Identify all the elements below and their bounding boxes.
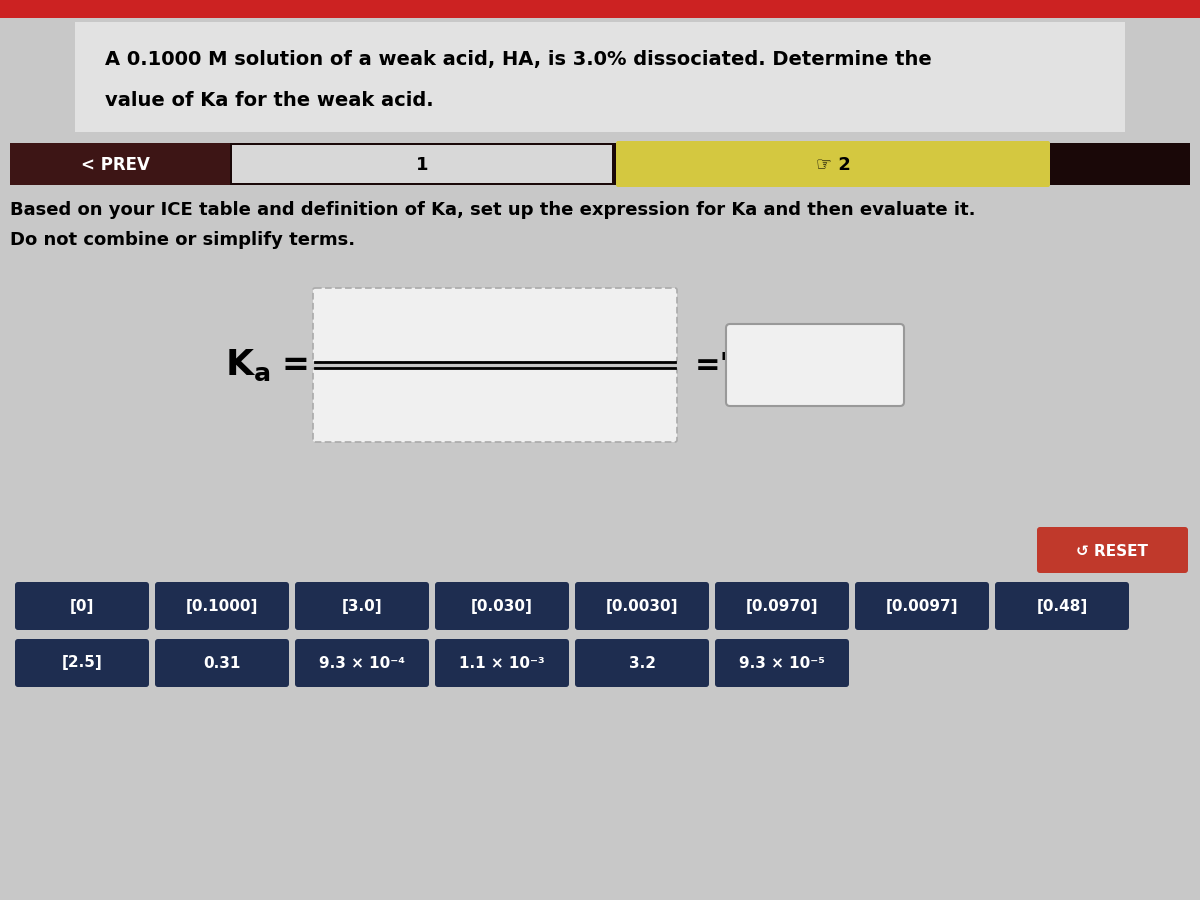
FancyBboxPatch shape bbox=[14, 639, 149, 687]
FancyBboxPatch shape bbox=[10, 143, 1190, 185]
Text: $\mathbf{K_a}$: $\mathbf{K_a}$ bbox=[224, 347, 270, 382]
Text: value of Ka for the weak acid.: value of Ka for the weak acid. bbox=[106, 91, 433, 110]
Text: [2.5]: [2.5] bbox=[61, 655, 102, 670]
FancyBboxPatch shape bbox=[616, 141, 1050, 187]
Text: 9.3 × 10⁻⁵: 9.3 × 10⁻⁵ bbox=[739, 655, 826, 670]
FancyBboxPatch shape bbox=[436, 639, 569, 687]
FancyBboxPatch shape bbox=[155, 582, 289, 630]
Text: 1.1 × 10⁻³: 1.1 × 10⁻³ bbox=[460, 655, 545, 670]
Text: [0.1000]: [0.1000] bbox=[186, 598, 258, 614]
FancyBboxPatch shape bbox=[854, 582, 989, 630]
FancyBboxPatch shape bbox=[295, 639, 430, 687]
Text: [0.48]: [0.48] bbox=[1037, 598, 1087, 614]
Text: 3.2: 3.2 bbox=[629, 655, 655, 670]
Text: A 0.1000 M solution of a weak acid, HA, is 3.0% dissociated. Determine the: A 0.1000 M solution of a weak acid, HA, … bbox=[106, 50, 931, 69]
Text: [3.0]: [3.0] bbox=[342, 598, 383, 614]
FancyBboxPatch shape bbox=[575, 582, 709, 630]
FancyBboxPatch shape bbox=[155, 639, 289, 687]
Text: < PREV: < PREV bbox=[80, 156, 150, 174]
Text: [0.030]: [0.030] bbox=[472, 598, 533, 614]
Text: [0.0097]: [0.0097] bbox=[886, 598, 959, 614]
Text: ☞ 2: ☞ 2 bbox=[816, 156, 851, 174]
Text: [0]: [0] bbox=[70, 598, 94, 614]
Text: ↺ RESET: ↺ RESET bbox=[1076, 544, 1148, 559]
FancyBboxPatch shape bbox=[995, 582, 1129, 630]
Text: 1: 1 bbox=[415, 156, 428, 174]
Text: Based on your ICE table and definition of Ka, set up the expression for Ka and t: Based on your ICE table and definition o… bbox=[10, 201, 976, 219]
Text: =: = bbox=[281, 348, 308, 382]
FancyBboxPatch shape bbox=[715, 582, 850, 630]
FancyBboxPatch shape bbox=[10, 143, 230, 185]
FancyBboxPatch shape bbox=[295, 582, 430, 630]
Text: Do not combine or simplify terms.: Do not combine or simplify terms. bbox=[10, 231, 355, 249]
FancyBboxPatch shape bbox=[232, 145, 612, 183]
FancyBboxPatch shape bbox=[726, 324, 904, 406]
FancyBboxPatch shape bbox=[313, 368, 677, 442]
FancyBboxPatch shape bbox=[1037, 527, 1188, 573]
FancyBboxPatch shape bbox=[715, 639, 850, 687]
Text: [0.0970]: [0.0970] bbox=[745, 598, 818, 614]
FancyBboxPatch shape bbox=[0, 0, 1200, 18]
Text: =': =' bbox=[695, 350, 730, 380]
Text: [0.0030]: [0.0030] bbox=[606, 598, 678, 614]
FancyBboxPatch shape bbox=[74, 22, 1126, 132]
FancyBboxPatch shape bbox=[313, 288, 677, 362]
FancyBboxPatch shape bbox=[575, 639, 709, 687]
FancyBboxPatch shape bbox=[436, 582, 569, 630]
FancyBboxPatch shape bbox=[14, 582, 149, 630]
Text: 9.3 × 10⁻⁴: 9.3 × 10⁻⁴ bbox=[319, 655, 406, 670]
Text: 0.31: 0.31 bbox=[203, 655, 241, 670]
